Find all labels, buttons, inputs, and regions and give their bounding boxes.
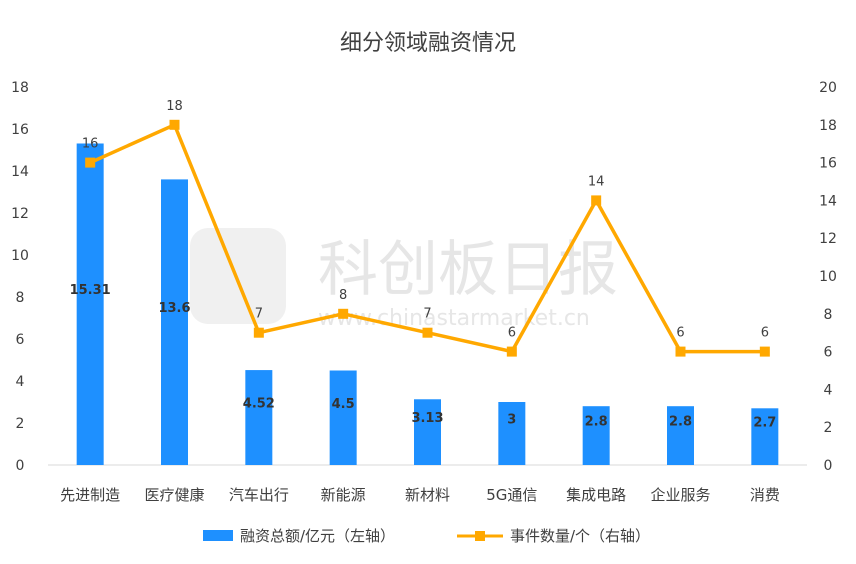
chart-title: 细分领域融资情况 [340,31,516,56]
y-right-tick-label: 14 [819,193,837,209]
bar-value-label: 4.52 [243,397,275,412]
bar-value-label: 4.5 [332,397,355,412]
bar [498,402,526,465]
y-right-tick-label: 18 [819,118,837,134]
bar [582,406,610,465]
bar [161,179,188,465]
line-value-label: 8 [339,288,347,303]
y-right-tick-label: 6 [824,345,833,361]
bar [329,370,357,465]
line-marker [422,327,433,338]
bar-value-label: 2.7 [753,416,776,431]
watermark-logo [190,228,286,324]
x-category-label: 企业服务 [650,486,710,504]
y-right-tick-label: 16 [819,156,837,172]
line-value-label: 18 [166,99,183,114]
y-right-tick-label: 10 [819,269,837,285]
watermark-text-cn: 科创板日报 [318,235,618,305]
line-marker [506,346,517,357]
bar-series [76,143,779,466]
line-series [85,119,770,357]
y-right-tick-label: 2 [824,420,833,436]
y-left-tick-label: 10 [11,248,29,264]
legend-bar-swatch [203,530,233,541]
line-data-labels: 16 18 7 8 7 6 14 6 6 [82,99,769,341]
line-value-label: 16 [82,137,99,152]
bar-data-labels: 15.31 13.6 4.52 4.5 3.13 3 2.8 2.8 2.7 [70,283,777,430]
line-value-label: 7 [423,307,431,322]
y-right-tick-label: 0 [824,458,833,474]
legend-bar-label: 融资总额/亿元（左轴） [240,527,395,545]
y-left-tick-label: 8 [16,290,25,306]
line-marker [338,308,349,319]
line-marker [759,346,770,357]
bar [245,370,273,465]
y-axis-left: 0 2 4 6 8 10 12 14 16 18 [11,80,29,474]
y-right-tick-label: 12 [819,231,837,247]
bar-value-label: 2.8 [585,415,608,430]
bar [667,406,694,465]
legend-line-marker [475,531,485,541]
bar [76,143,104,466]
bar-value-label: 3 [507,413,516,428]
x-category-label: 医疗健康 [144,486,204,504]
legend: 融资总额/亿元（左轴） 事件数量/个（右轴） [203,527,650,545]
line-marker [591,195,602,206]
line-marker [253,327,264,338]
y-left-tick-label: 16 [11,122,29,138]
x-category-label: 新能源 [321,486,366,504]
line-marker [675,346,686,357]
line-value-label: 6 [676,326,684,341]
bar [751,408,779,465]
x-category-label: 新材料 [405,486,450,504]
y-right-tick-label: 8 [824,307,833,323]
x-category-label: 消费 [750,486,780,504]
y-left-tick-label: 14 [11,164,29,180]
bar-value-label: 2.8 [669,415,692,430]
bar-value-label: 15.31 [70,283,111,298]
x-axis-categories: 先进制造 医疗健康 汽车出行 新能源 新材料 5G通信 集成电路 企业服务 消费 [60,486,780,504]
line-value-label: 14 [588,174,605,189]
line-value-label: 7 [255,307,263,322]
line-marker [169,119,180,130]
y-right-tick-label: 4 [824,382,833,398]
bar-value-label: 3.13 [411,411,443,426]
x-category-label: 汽车出行 [229,486,289,504]
y-left-tick-label: 18 [11,80,29,96]
y-left-tick-label: 12 [11,206,29,222]
line-marker [85,157,96,168]
bar-value-label: 13.6 [158,301,190,316]
bar [414,399,441,465]
line-value-label: 6 [508,326,516,341]
line-value-label: 6 [761,326,769,341]
y-left-tick-label: 2 [16,416,25,432]
x-category-label: 5G通信 [486,486,537,504]
y-left-tick-label: 6 [16,332,25,348]
x-category-label: 先进制造 [60,486,120,504]
y-left-tick-label: 4 [16,374,25,390]
y-left-tick-label: 0 [16,458,25,474]
y-axis-right: 0 2 4 6 8 10 12 14 16 18 20 [819,80,837,474]
legend-line-label: 事件数量/个（右轴） [510,527,650,545]
y-right-tick-label: 20 [819,80,837,96]
x-category-label: 集成电路 [566,486,626,504]
